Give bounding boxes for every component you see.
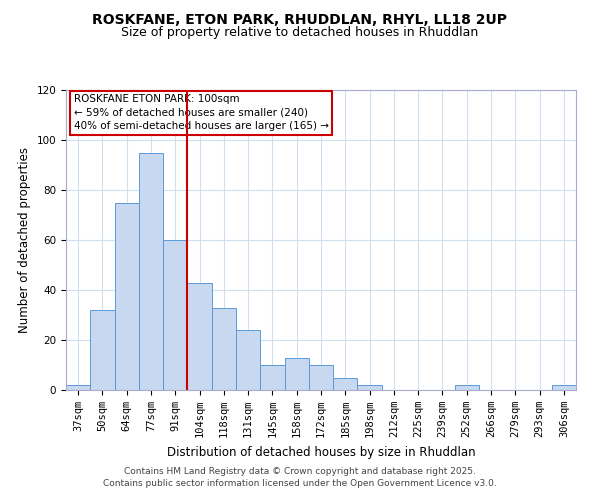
Text: ROSKFANE ETON PARK: 100sqm
← 59% of detached houses are smaller (240)
40% of sem: ROSKFANE ETON PARK: 100sqm ← 59% of deta… — [74, 94, 329, 131]
Bar — [455, 385, 479, 390]
Bar — [260, 365, 284, 390]
Bar — [236, 330, 260, 390]
Bar — [358, 385, 382, 390]
Bar — [115, 202, 139, 390]
Text: Size of property relative to detached houses in Rhuddlan: Size of property relative to detached ho… — [121, 26, 479, 39]
X-axis label: Distribution of detached houses by size in Rhuddlan: Distribution of detached houses by size … — [167, 446, 475, 458]
Bar — [212, 308, 236, 390]
Text: Contains HM Land Registry data © Crown copyright and database right 2025.
Contai: Contains HM Land Registry data © Crown c… — [103, 466, 497, 487]
Bar — [139, 152, 163, 390]
Y-axis label: Number of detached properties: Number of detached properties — [18, 147, 31, 333]
Bar — [552, 385, 576, 390]
Bar — [187, 282, 212, 390]
Bar — [90, 310, 115, 390]
Bar — [284, 358, 309, 390]
Bar — [163, 240, 187, 390]
Text: ROSKFANE, ETON PARK, RHUDDLAN, RHYL, LL18 2UP: ROSKFANE, ETON PARK, RHUDDLAN, RHYL, LL1… — [92, 12, 508, 26]
Bar — [66, 385, 90, 390]
Bar — [309, 365, 333, 390]
Bar — [333, 378, 358, 390]
